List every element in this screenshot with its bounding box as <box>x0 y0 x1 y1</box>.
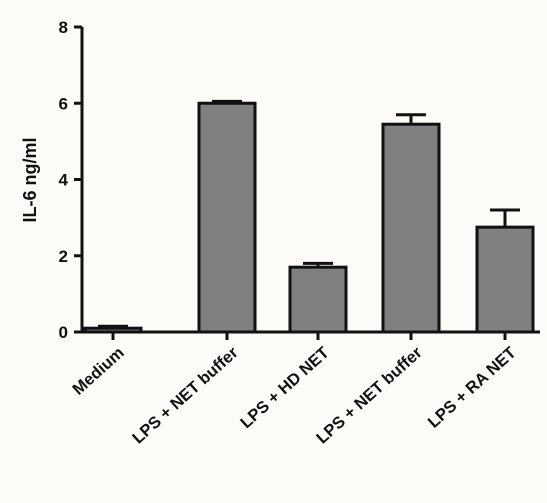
bar <box>381 122 441 334</box>
y-tick-label: 4 <box>59 171 69 190</box>
y-ticks: 0 2 4 6 8 <box>59 18 82 342</box>
bar <box>197 101 257 334</box>
x-tick-label: Medium <box>69 344 127 399</box>
bar <box>83 326 143 334</box>
error-bars <box>98 99 520 329</box>
y-tick-label: 6 <box>59 94 68 113</box>
x-tick-label: LPS + RA NET <box>425 344 520 432</box>
x-tick-label: LPS + HD NET <box>237 344 333 433</box>
y-axis-title: IL-6 ng/ml <box>20 138 40 223</box>
y-tick-label: 8 <box>59 18 68 37</box>
y-tick-label: 0 <box>59 323 68 342</box>
y-tick-label: 2 <box>59 247 68 266</box>
bar <box>288 265 348 334</box>
x-tick-label: LPS + NET buffer <box>129 343 242 447</box>
bar <box>475 225 535 334</box>
bars <box>83 101 535 334</box>
